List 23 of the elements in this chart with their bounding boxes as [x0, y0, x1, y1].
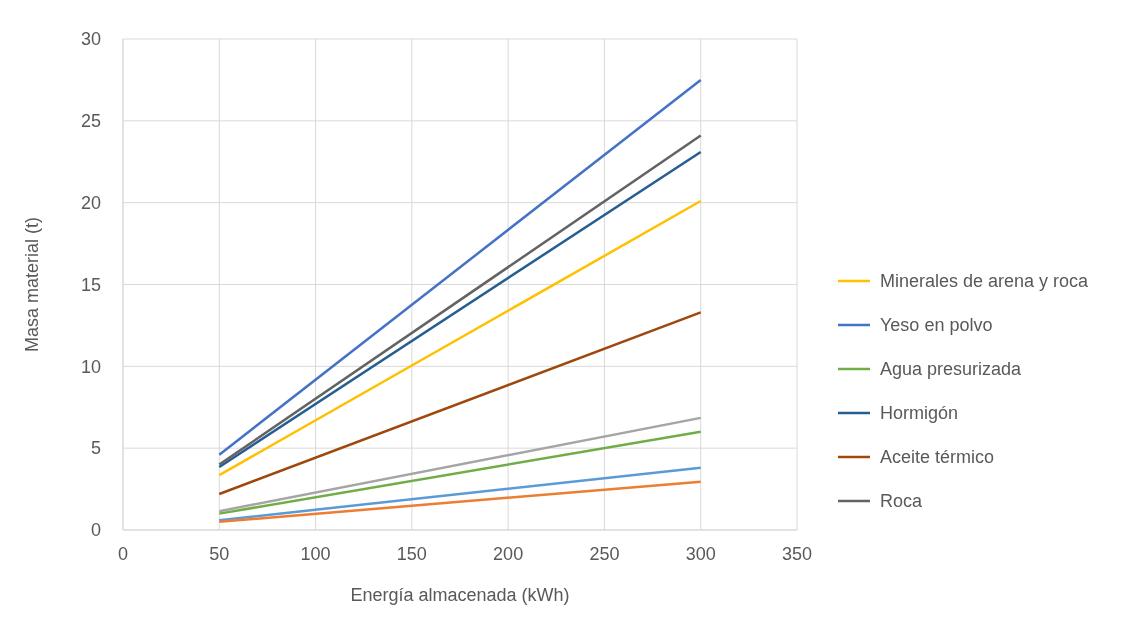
x-tick-label: 250 — [589, 544, 620, 564]
legend-label: Aceite térmico — [880, 447, 995, 468]
y-tick-label: 30 — [80, 29, 101, 50]
x-tick-label: 200 — [493, 544, 524, 564]
legend-label: Roca — [880, 491, 924, 512]
x-tick-label: 100 — [300, 544, 331, 564]
y-axis-title: Masa material (t) — [22, 216, 42, 353]
y-tick-label: 0 — [90, 520, 101, 541]
x-tick-label: 50 — [209, 544, 230, 564]
legend-label: Hormigón — [880, 403, 959, 424]
y-tick-label: 5 — [90, 438, 101, 459]
y-tick-label: 25 — [80, 111, 101, 132]
legend-label: Minerales de arena y roca — [880, 271, 1090, 292]
x-tick-label: 150 — [396, 544, 427, 564]
legend-label: Yeso en polvo — [880, 315, 993, 336]
x-axis-title: Energía almacenada (kWh) — [350, 585, 570, 605]
x-tick-label: 300 — [685, 544, 716, 564]
x-tick-label: 0 — [117, 544, 129, 564]
y-tick-label: 10 — [80, 356, 101, 377]
legend-label: Agua presurizada — [880, 359, 1023, 380]
x-tick-label: 350 — [781, 544, 813, 564]
y-tick-label: 15 — [80, 274, 101, 295]
y-tick-label: 20 — [80, 192, 101, 213]
